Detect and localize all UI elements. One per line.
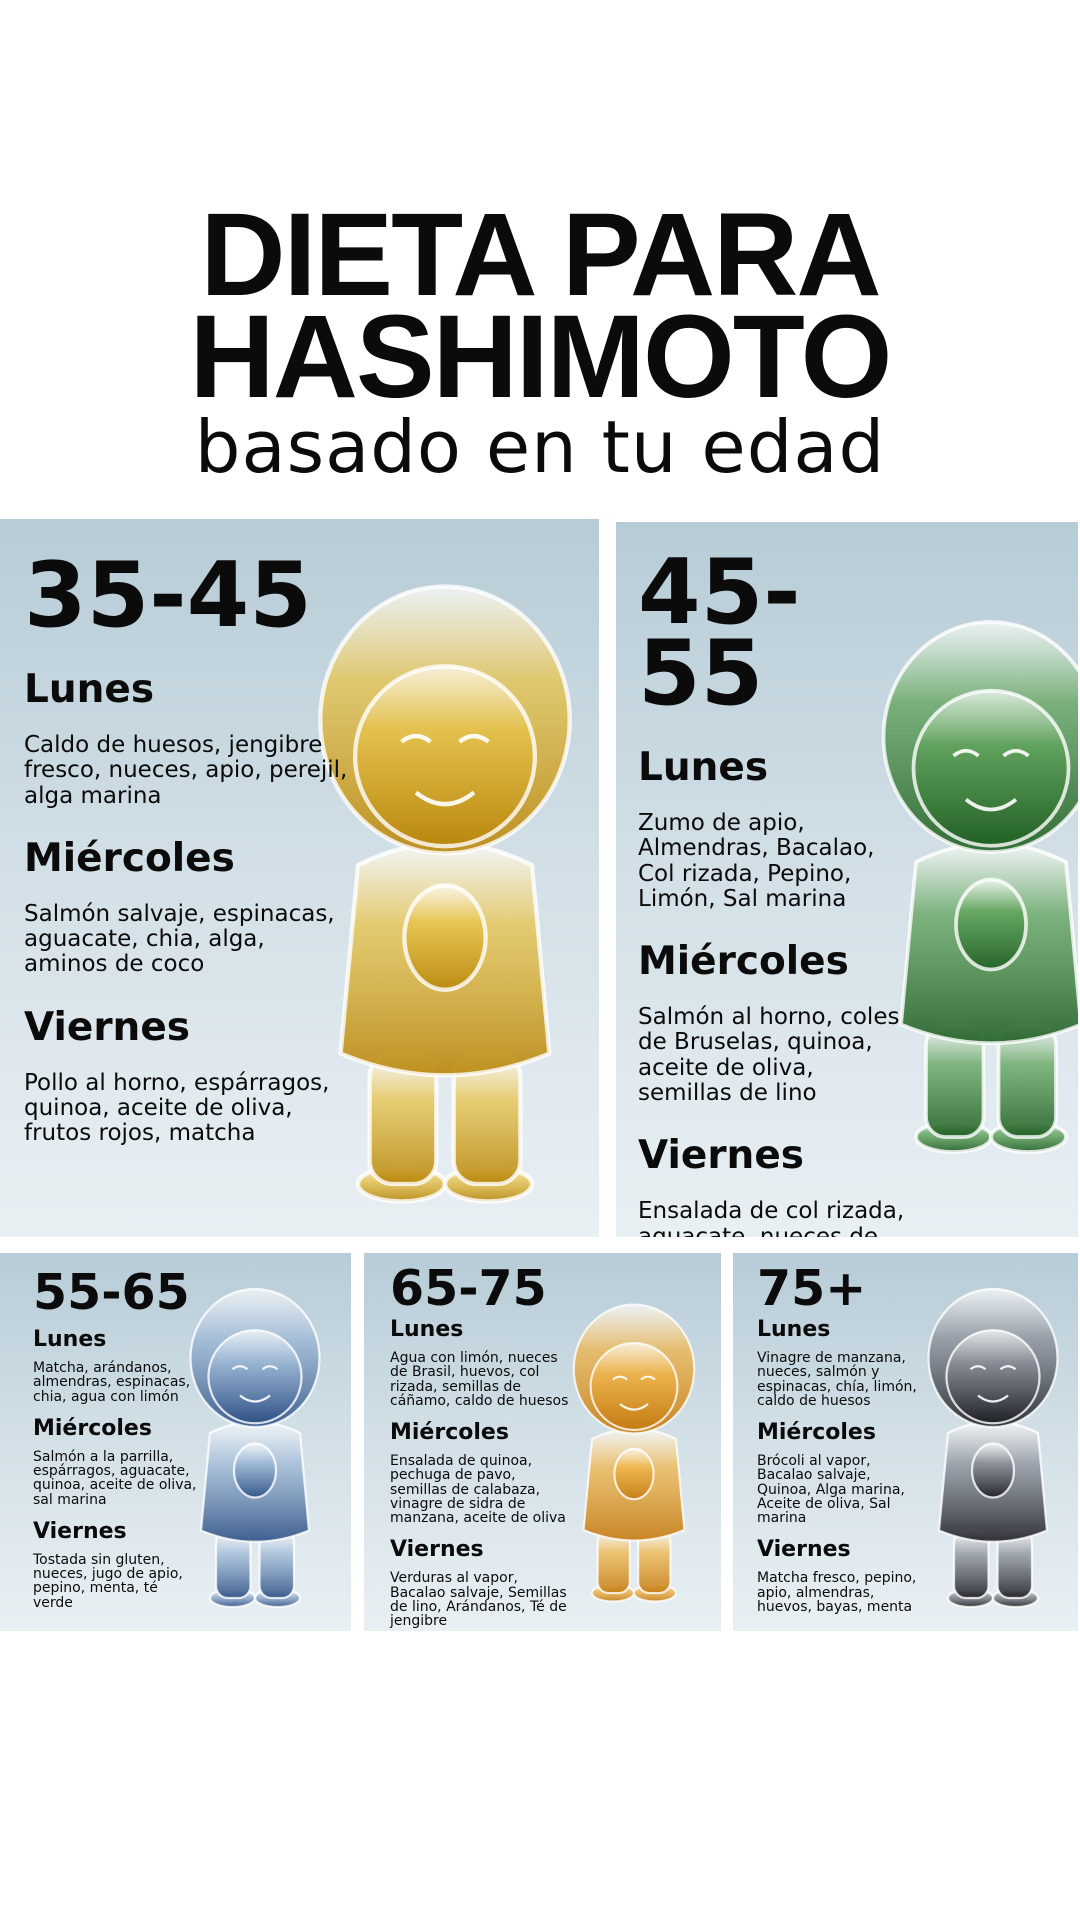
face-features [612,1375,656,1411]
figurine [318,584,572,1204]
face [207,1329,303,1425]
face [911,688,1071,848]
title: HASHIMOTO [189,291,893,423]
foods: Pollo al horno, espárragos, quinoa, acei… [24,1069,330,1147]
day-name: Viernes [757,1537,851,1563]
panel-text: 65-75 Lunes Agua con limón, nueces de Bras… [390,1260,570,1631]
hands [954,877,1028,972]
face-features [400,733,490,807]
figurine [927,1287,1059,1609]
age-panel: 35-45 Lunes Caldo de huesos, jengibre fres… [0,519,599,1237]
age-range: 35-45 [24,543,312,648]
hands [232,1442,278,1499]
figurine-box [866,587,1078,1187]
day-name: Lunes [33,1327,107,1353]
day-name: Lunes [638,745,769,790]
face-features [231,1365,279,1403]
figurine [189,1287,321,1609]
age-panel: 65-75 Lunes Agua con limón, nueces de Bras… [364,1253,721,1631]
figurine [572,1303,696,1603]
foods: Brócoli al vapor, Bacalao salvaje, Quino… [757,1453,905,1527]
foods: Salmón a la parrilla, espárragos, aguaca… [33,1448,197,1508]
figurine [881,620,1078,1154]
hands [613,1447,655,1501]
day-name: Lunes [757,1317,831,1343]
foods: Salmón salvaje, espinacas, aguacate, chi… [24,900,335,978]
figurine-box [564,1283,704,1623]
foods: Caldo de huesos, jengibre fresco, nueces… [24,732,348,809]
figurine-box [300,574,590,1214]
figurine-box [918,1273,1068,1623]
day-name: Miércoles [757,1420,876,1446]
age-range: 45-55 [638,540,801,726]
panel-text: 75+ Lunes Vinagre de manzana, nueces, salm… [757,1260,927,1628]
face [589,1342,679,1431]
foods: Matcha, arándanos, almendras, espinacas,… [33,1360,191,1405]
day-name: Miércoles [638,939,849,985]
day-name: Miércoles [24,835,235,881]
foods: Tostada sin gluten, nueces, jugo de apio… [33,1551,183,1611]
day-name: Viernes [33,1518,127,1544]
subtitle: basado en tu edad [194,405,886,489]
face [352,664,538,849]
foods: Matcha fresco, pepino, apio, almendras, … [757,1570,917,1616]
age-range: 75+ [757,1260,867,1317]
foods: Ensalada de col rizada, aguacate, nueces… [638,1198,905,1237]
face-features [969,1365,1017,1403]
day-name: Miércoles [33,1415,152,1441]
panel-text: 55-65 Lunes Matcha, arándanos, almendras, … [33,1264,198,1624]
foods: Vinagre de manzana, nueces, salmón y esp… [757,1350,917,1409]
face-features [952,748,1030,812]
age-panel: 45-55 Lunes Zumo de apio, Almendras, Bacal… [616,522,1078,1237]
foods: Zumo de apio, Almendras, Bacalao, Col ri… [638,810,875,912]
hands [402,883,488,992]
day-name: Viernes [390,1537,484,1563]
figurine-box [180,1273,330,1623]
title: DIETA PARA [200,189,881,321]
panel-text: 35-45 Lunes Caldo de huesos, jengibre fres… [24,543,354,1177]
foods: Ensalada de quinoa, pechuga de pavo, sem… [390,1453,566,1527]
foods: Salmón al horno, coles de Bruselas, quin… [638,1004,900,1107]
foods: Verduras al vapor, Bacalao salvaje, Semi… [390,1570,567,1630]
day-name: Miércoles [390,1420,509,1446]
panel-text: 45-55 Lunes Zumo de apio, Almendras, Bacal… [638,540,908,1238]
hands [970,1442,1016,1499]
foods: Agua con limón, nueces de Brasil, huevos… [390,1350,569,1409]
day-name: Lunes [390,1317,464,1343]
day-name: Lunes [24,667,155,712]
day-name: Viernes [24,1004,190,1050]
day-name: Viernes [638,1133,804,1179]
age-panel: 55-65 Lunes Matcha, arándanos, almendras, … [0,1253,351,1631]
age-range: 65-75 [390,1260,547,1317]
face [945,1329,1041,1425]
age-panel: 75+ Lunes Vinagre de manzana, nueces, salm… [733,1253,1078,1631]
age-range: 55-65 [33,1264,190,1321]
